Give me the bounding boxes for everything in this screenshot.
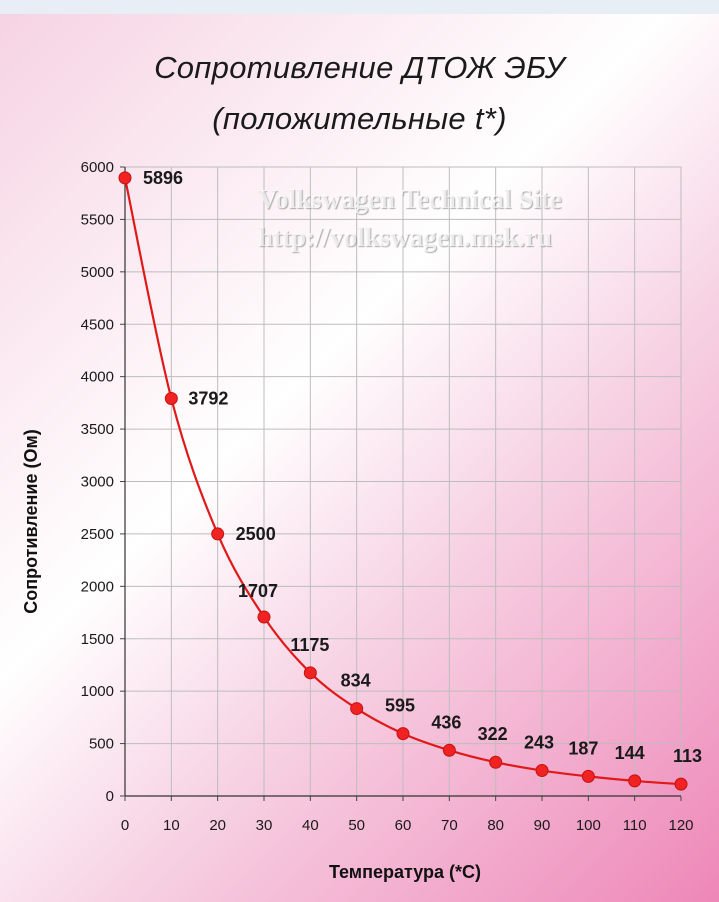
y-tick-label: 1500 bbox=[81, 631, 114, 648]
x-tick-label: 10 bbox=[163, 817, 180, 834]
y-tick-label: 2500 bbox=[81, 526, 114, 543]
watermark-title: Volkswagen Technical Site bbox=[258, 184, 562, 214]
x-tick-label: 100 bbox=[576, 817, 601, 834]
data-label: 834 bbox=[341, 671, 371, 691]
data-label: 5896 bbox=[143, 168, 183, 188]
watermark-url: http://volkswagen.msk.ru bbox=[258, 222, 553, 252]
x-tick-label: 90 bbox=[534, 817, 551, 834]
x-tick-label: 60 bbox=[395, 817, 412, 834]
data-point bbox=[303, 666, 317, 680]
x-axis-title: Температура (*C) bbox=[329, 862, 481, 882]
data-label: 1175 bbox=[290, 635, 329, 655]
x-tick-label: 0 bbox=[121, 817, 129, 834]
y-tick-labels: 0 500 1000 1500 2000 2500 3000 3500 4000 4500 5000… bbox=[81, 159, 114, 805]
x-tick-label: 50 bbox=[348, 817, 365, 834]
y-tick-label: 6000 bbox=[81, 159, 114, 176]
data-point bbox=[674, 777, 688, 791]
data-label: 595 bbox=[385, 696, 415, 716]
x-tick-label: 70 bbox=[441, 817, 458, 834]
y-tick-label: 3000 bbox=[81, 474, 114, 491]
y-tick-label: 3500 bbox=[81, 421, 114, 438]
data-point bbox=[257, 610, 271, 624]
data-point bbox=[581, 769, 595, 783]
data-point bbox=[350, 702, 364, 716]
y-tick-label: 5500 bbox=[81, 211, 114, 228]
data-points bbox=[118, 171, 688, 791]
x-tick-label: 40 bbox=[302, 817, 319, 834]
x-tick-label: 30 bbox=[256, 817, 273, 834]
data-point bbox=[396, 727, 410, 741]
series-line bbox=[123, 177, 682, 786]
data-labels: 5896 3792 2500 1707 1175 834 595 436 322 243 187 14… bbox=[143, 168, 702, 766]
y-axis-title: Сопротивление (Ом) bbox=[21, 429, 41, 614]
y-tick-label: 4500 bbox=[81, 316, 114, 333]
series bbox=[123, 177, 682, 786]
y-tick-label: 4000 bbox=[81, 369, 114, 386]
data-label: 436 bbox=[431, 712, 461, 732]
data-label: 2500 bbox=[236, 524, 276, 544]
x-tick-labels: 0 10 20 30 40 50 60 70 80 90 100 110 120 bbox=[121, 817, 694, 834]
y-tick-label: 1000 bbox=[81, 683, 114, 700]
data-point bbox=[164, 391, 178, 405]
data-point bbox=[442, 743, 456, 757]
y-tick-label: 2000 bbox=[81, 578, 114, 595]
data-point bbox=[211, 527, 225, 541]
data-point bbox=[489, 755, 503, 769]
y-tick-label: 500 bbox=[89, 736, 114, 753]
x-tick-label: 80 bbox=[487, 817, 504, 834]
data-point bbox=[535, 764, 549, 778]
data-label: 144 bbox=[615, 743, 645, 763]
data-label: 3792 bbox=[188, 388, 228, 408]
data-label: 113 bbox=[673, 746, 702, 766]
axes bbox=[120, 166, 682, 801]
y-tick-label: 5000 bbox=[81, 264, 114, 281]
chart-subtitle: (положительные t*) bbox=[212, 101, 507, 136]
chart-title: Сопротивление ДТОЖ ЭБУ bbox=[154, 50, 565, 85]
data-label: 322 bbox=[478, 724, 508, 744]
data-label: 243 bbox=[524, 733, 554, 753]
top-strip bbox=[0, 0, 719, 14]
data-label: 1707 bbox=[238, 581, 278, 601]
x-tick-label: 110 bbox=[623, 817, 647, 834]
x-tick-label: 20 bbox=[209, 817, 226, 834]
data-point bbox=[628, 774, 642, 788]
data-point bbox=[118, 171, 132, 185]
data-label: 187 bbox=[568, 738, 598, 758]
y-tick-label: 0 bbox=[106, 788, 114, 805]
x-tick-label: 120 bbox=[668, 817, 693, 834]
grid bbox=[124, 166, 682, 797]
